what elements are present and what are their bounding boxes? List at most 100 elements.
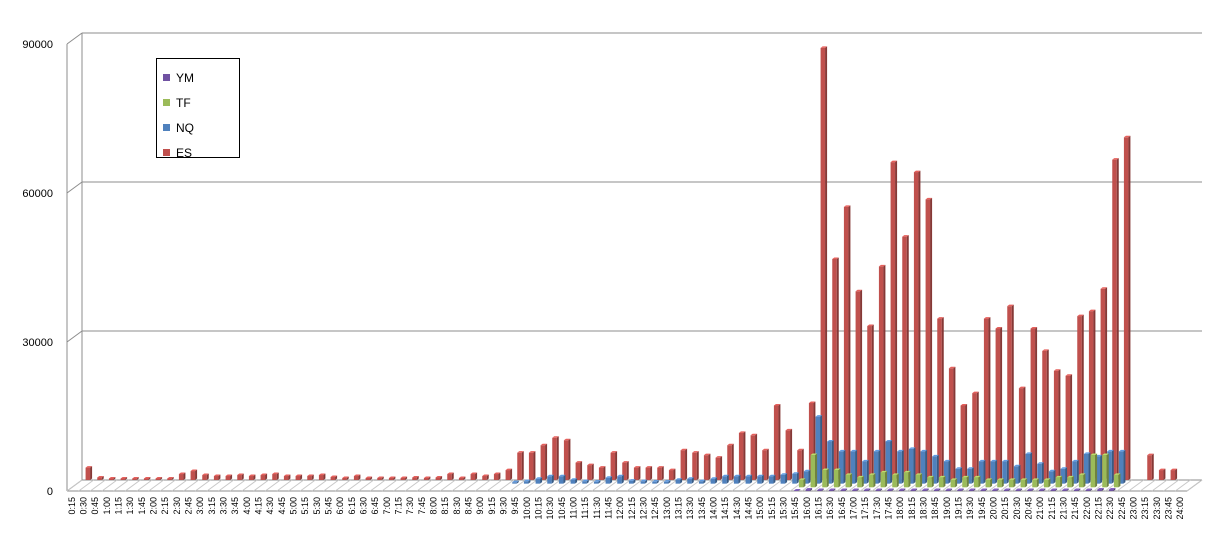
floor-tick — [428, 479, 444, 492]
bar-nq — [943, 459, 951, 484]
bar-nq — [780, 473, 788, 484]
floor-tick — [603, 479, 619, 492]
x-tick-label: 4:30 — [265, 497, 275, 515]
floor-tick — [276, 479, 293, 492]
bar-nq — [897, 449, 904, 484]
x-tick-label: 19:30 — [965, 497, 975, 520]
x-tick-label: 19:45 — [977, 497, 987, 520]
bar-ym — [945, 488, 953, 491]
bar-nq — [1107, 449, 1114, 484]
x-tick-label: 7:45 — [417, 497, 427, 515]
bar-ym — [852, 488, 859, 491]
floor-tick — [568, 479, 584, 492]
bar-es — [913, 170, 921, 481]
bar-ym — [1073, 488, 1081, 491]
floor-tick — [778, 479, 794, 492]
x-tick-label: 17:30 — [872, 497, 882, 520]
x-tick-label: 17:00 — [849, 497, 859, 520]
bar-es — [283, 474, 291, 480]
bar-tf — [798, 478, 806, 488]
x-tick-label: 4:00 — [242, 497, 252, 515]
bar-nq — [547, 474, 554, 484]
bar-nq — [617, 474, 624, 484]
x-tick-label: 3:00 — [195, 497, 205, 515]
x-tick-label: 3:45 — [230, 497, 240, 515]
bar-es — [797, 448, 804, 480]
bar-nq — [745, 474, 753, 484]
x-axis-ticks: 0:15 0:30 0:45 1:00 1:15 1:30 1:45 2:00 2:15 2:30… — [67, 497, 1185, 520]
bar-es — [1042, 349, 1049, 480]
bar-tf — [822, 468, 829, 488]
x-tick-label: 10:00 — [522, 497, 532, 520]
floor-tick — [661, 479, 678, 492]
floor-tick — [650, 479, 666, 492]
bar-es — [482, 474, 489, 480]
bar-nq — [757, 474, 764, 484]
bar-es — [1158, 468, 1166, 480]
floor-tick — [393, 479, 409, 492]
bar-es — [855, 289, 863, 480]
y-tick-label: 30000 — [22, 337, 53, 349]
bar-nq — [698, 479, 706, 484]
bar-nq — [838, 449, 846, 484]
x-tick-label: 18:30 — [919, 497, 929, 520]
floor-tick — [358, 479, 374, 492]
floor-tick — [615, 479, 631, 492]
bar-es — [1065, 374, 1073, 480]
bar-es — [878, 264, 886, 480]
x-tick-label: 14:45 — [744, 497, 754, 520]
bar-es — [785, 428, 793, 480]
bar-es — [423, 476, 431, 480]
x-tick-label: 8:15 — [440, 497, 450, 515]
bar-nq — [1025, 452, 1033, 484]
bar-es — [622, 461, 629, 480]
bar-ym — [805, 488, 813, 491]
x-tick-label: 15:00 — [755, 497, 765, 520]
x-tick-label: 12:15 — [627, 497, 637, 520]
bar-tf — [985, 478, 993, 488]
bar-tf — [973, 475, 981, 488]
bar-tf — [1020, 478, 1028, 488]
bar-nq — [955, 467, 963, 484]
bar-nq — [978, 459, 986, 484]
bar-ym — [1027, 488, 1034, 491]
floor-tick — [218, 479, 234, 492]
bar-ym — [980, 488, 988, 491]
floor-tick — [638, 479, 654, 492]
floor-tick — [510, 479, 526, 492]
bar-tf — [950, 478, 958, 488]
x-tick-label: 0:30 — [79, 497, 89, 515]
floor-tick — [148, 479, 164, 492]
x-tick-label: 13:15 — [674, 497, 684, 520]
floor-tick — [766, 479, 783, 492]
x-tick-label: 0:45 — [90, 497, 100, 515]
bar-es — [1088, 309, 1096, 480]
bar-es — [85, 466, 93, 480]
bar-es — [132, 477, 139, 480]
bar-nq — [582, 479, 589, 484]
floor-tick — [405, 479, 421, 492]
legend-label: ES — [176, 145, 193, 160]
x-tick-label: 12:45 — [650, 497, 660, 520]
bar-es — [843, 205, 851, 481]
floor-tick — [1163, 479, 1179, 492]
bar-ym — [1062, 488, 1069, 491]
x-tick-label: 21:30 — [1059, 497, 1069, 520]
bar-es — [272, 472, 279, 480]
bar-tf — [868, 473, 876, 488]
legend-label: TF — [176, 95, 191, 110]
floor-tick — [580, 479, 596, 492]
bar-nq — [593, 480, 601, 484]
bar-es — [610, 451, 618, 480]
bar-nq — [908, 447, 916, 484]
x-tick-label: 7:00 — [382, 497, 392, 515]
bar-ym — [922, 488, 929, 491]
bar-es — [225, 474, 233, 480]
bar-nq — [885, 439, 893, 484]
bar-es — [447, 472, 454, 480]
floor-tick — [521, 479, 538, 492]
floor-tick — [673, 479, 689, 492]
x-tick-label: 5:30 — [312, 497, 322, 515]
bar-tf — [892, 473, 899, 488]
